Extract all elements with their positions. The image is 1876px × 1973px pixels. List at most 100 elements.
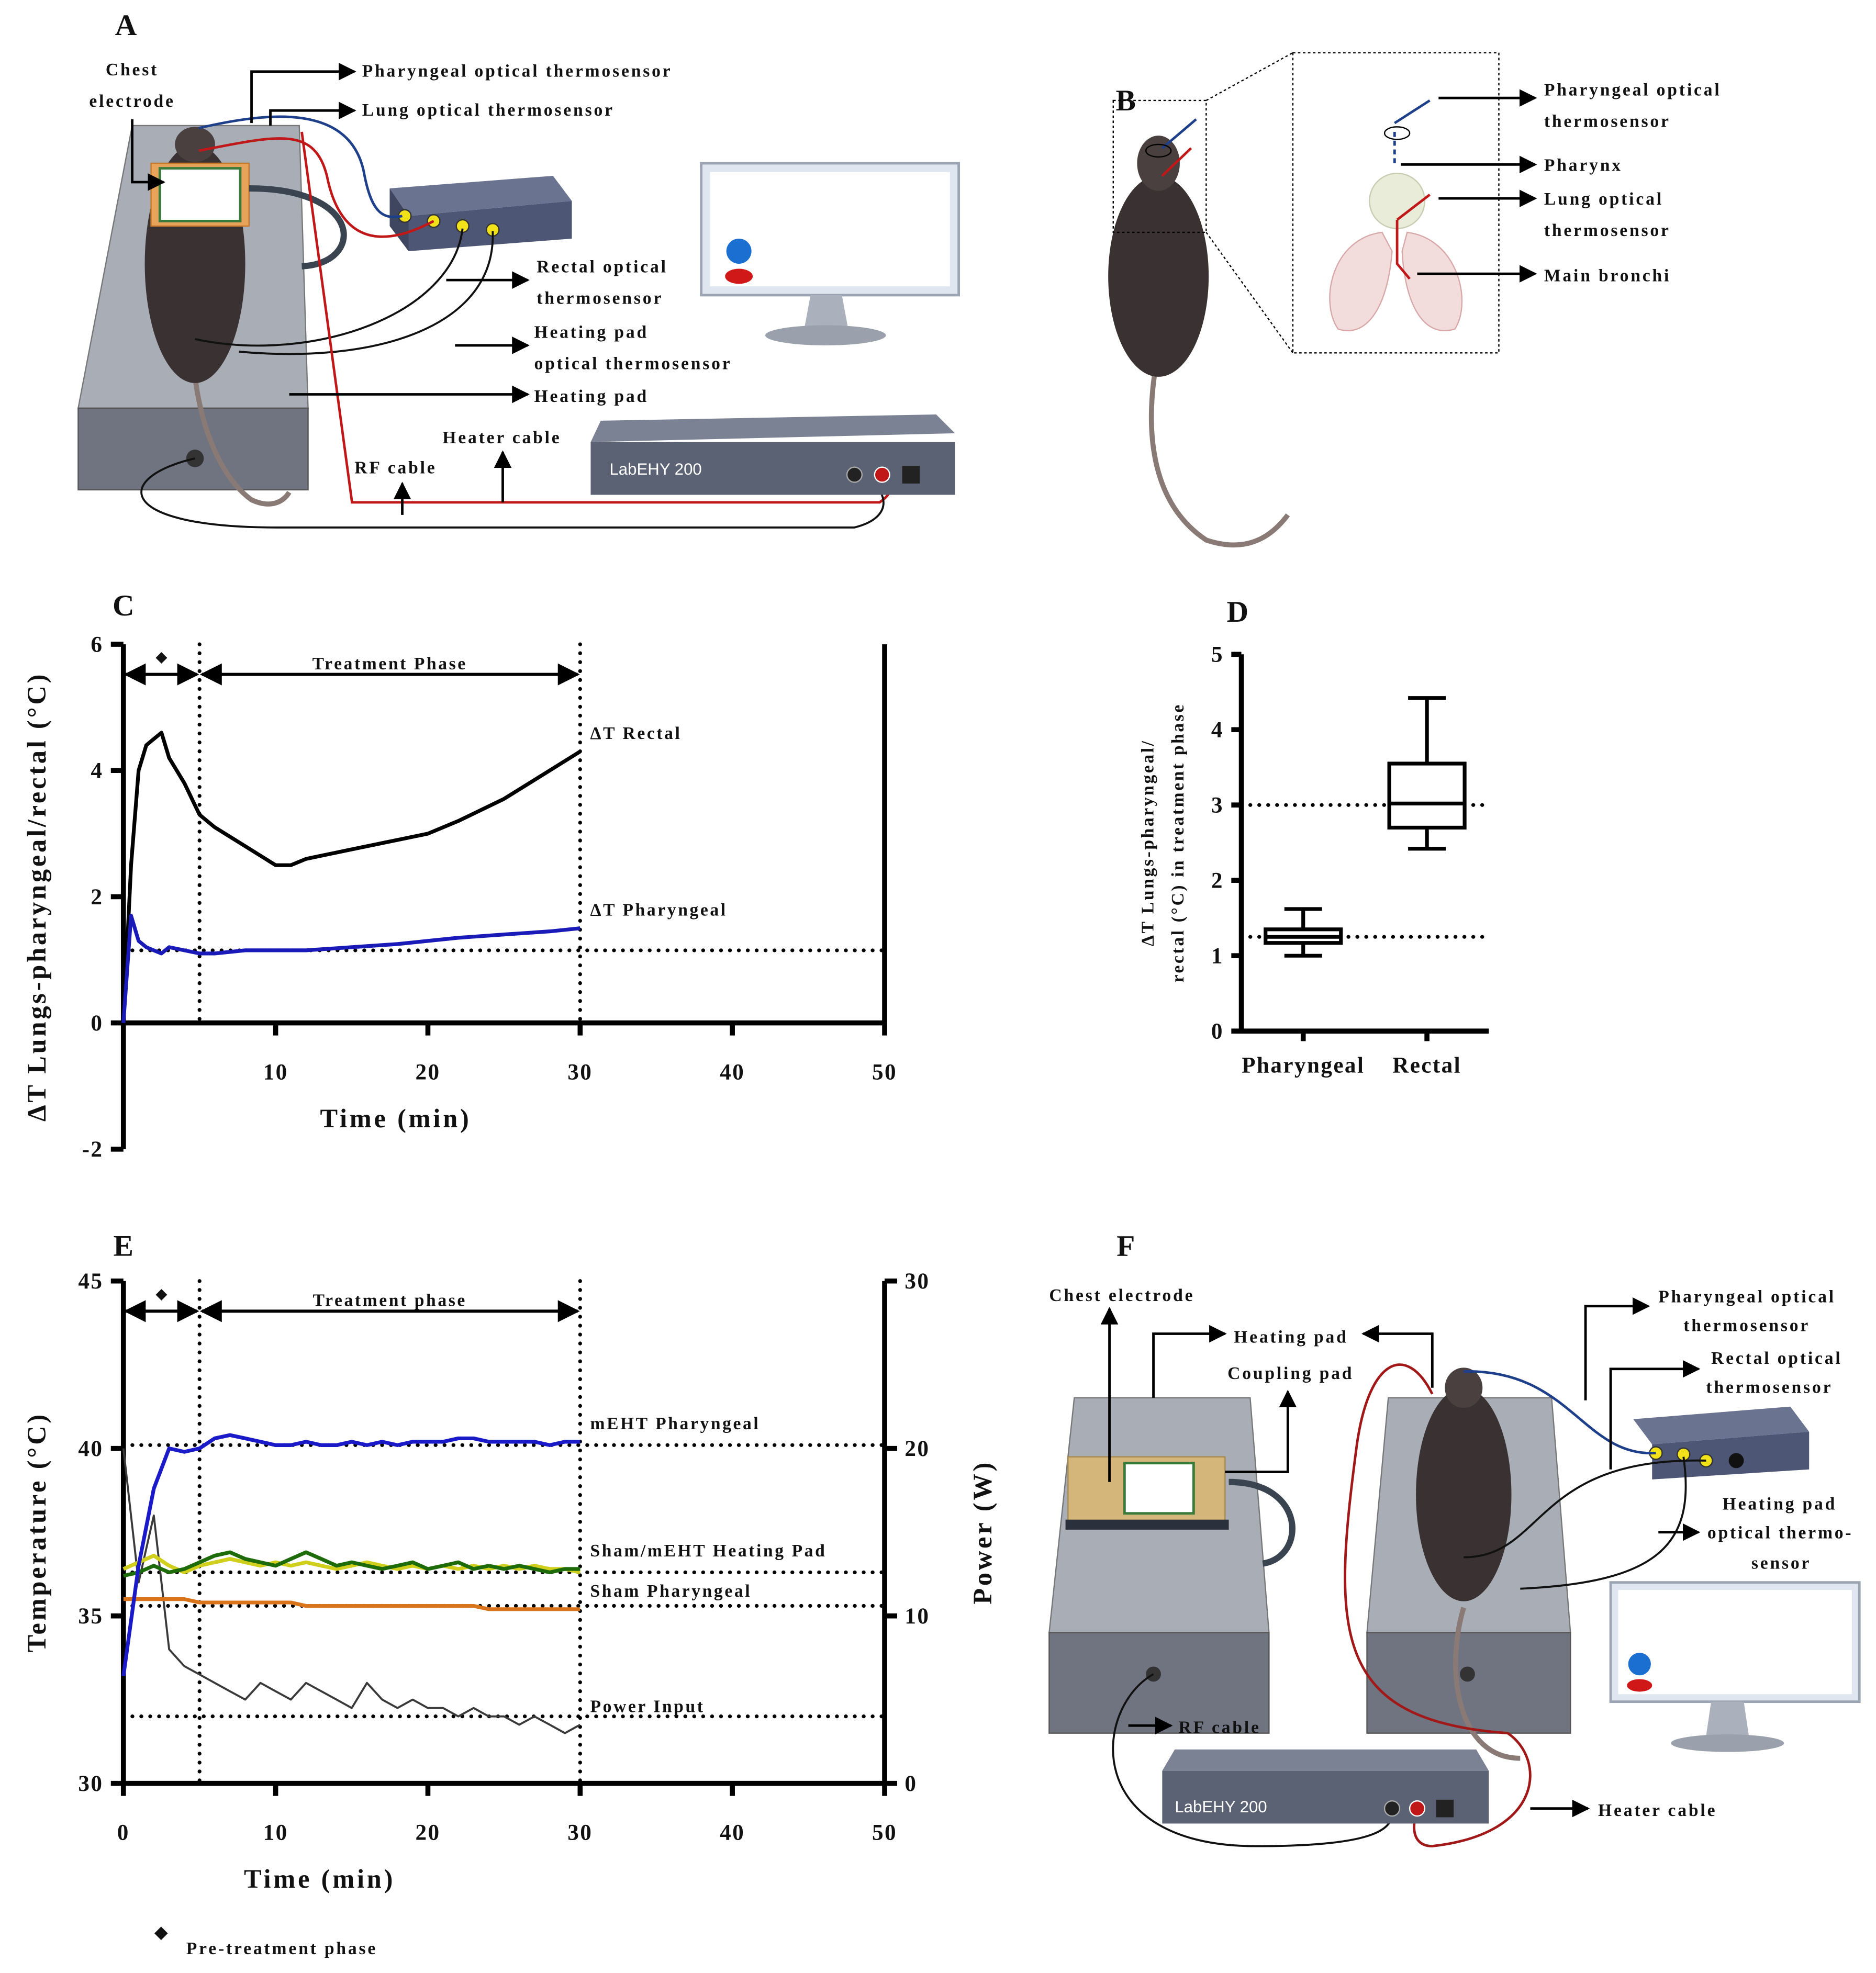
arrow bbox=[1225, 1389, 1297, 1473]
panel-f-illustration bbox=[1048, 1297, 1861, 1848]
panel-b-illustration bbox=[1108, 52, 1537, 548]
monitor-base bbox=[765, 325, 886, 345]
x-tick-label: Rectal bbox=[1392, 1053, 1461, 1078]
label: thermosensor bbox=[1706, 1377, 1833, 1397]
device-label: LabEHY 200 bbox=[1175, 1798, 1267, 1816]
label: optical thermo- bbox=[1707, 1523, 1853, 1543]
mouse-head bbox=[1445, 1367, 1483, 1408]
generator-top bbox=[590, 414, 955, 442]
y-tick-label: 3 bbox=[1211, 793, 1224, 818]
series-label: Sham Pharyngeal bbox=[590, 1582, 752, 1601]
panel-a-illustration: LabEHY 200 bbox=[77, 62, 960, 529]
sensor-box-front bbox=[1652, 1431, 1810, 1479]
label: Pharynx bbox=[1544, 155, 1623, 175]
pharyngeal-fiber bbox=[1394, 99, 1431, 125]
pad-fiber bbox=[239, 231, 494, 355]
label: sensor bbox=[1751, 1553, 1811, 1573]
footnote-symbol: ◆ bbox=[154, 1923, 168, 1942]
y-tick-label: 2 bbox=[1211, 869, 1224, 893]
lung-fiber bbox=[1161, 147, 1192, 177]
y-axis-label: rectal (°C) in treatment phase bbox=[1168, 703, 1188, 982]
label: Heating pad bbox=[534, 323, 649, 342]
label: Heating pad bbox=[1723, 1494, 1837, 1514]
label: Rectal optical bbox=[537, 257, 668, 277]
phase-label: Treatment Phase bbox=[312, 654, 467, 674]
mouse-tail bbox=[1148, 351, 1290, 548]
y-tick-label: 0 bbox=[1211, 1019, 1224, 1044]
y-tick-label: 5 bbox=[1211, 643, 1224, 667]
label: Coupling pad bbox=[1227, 1364, 1354, 1383]
series-label: ΔT Pharyngeal bbox=[590, 901, 728, 920]
left-lung bbox=[1329, 231, 1393, 331]
mouse-tail bbox=[1453, 1607, 1521, 1761]
phase-label: Treatment phase bbox=[313, 1291, 467, 1310]
x-axis-label: Time (min) bbox=[244, 1864, 395, 1893]
monitor-stand bbox=[804, 295, 848, 329]
label: thermosensor bbox=[1544, 111, 1671, 131]
marker-ring bbox=[1383, 126, 1411, 140]
x-tick-label: 20 bbox=[415, 1060, 440, 1085]
panel-label: E bbox=[114, 1230, 133, 1263]
y-tick-label: 35 bbox=[78, 1604, 103, 1629]
stop-button bbox=[1627, 1679, 1652, 1692]
label: Main bronchi bbox=[1544, 266, 1671, 286]
monitor-base bbox=[1671, 1734, 1784, 1752]
monitor-stand bbox=[1706, 1701, 1749, 1736]
label: thermosensor bbox=[1683, 1316, 1810, 1336]
label: Heating pad bbox=[1234, 1327, 1348, 1347]
pre-marker: ◆ bbox=[155, 1285, 168, 1302]
connector bbox=[846, 466, 863, 483]
connector bbox=[1460, 1666, 1475, 1682]
arrow bbox=[1361, 1325, 1434, 1388]
lung-fiber bbox=[198, 137, 434, 238]
series-line bbox=[122, 1550, 580, 1578]
series-label: ΔT Rectal bbox=[590, 724, 682, 743]
y2-tick-label: 10 bbox=[904, 1604, 930, 1629]
y-tick-label: 1 bbox=[1211, 944, 1224, 969]
y2-tick-label: 0 bbox=[904, 1772, 917, 1796]
panel-label: A bbox=[115, 9, 137, 42]
x-tick-label: 30 bbox=[567, 1060, 593, 1085]
label: Pharyngeal optical bbox=[1658, 1287, 1836, 1307]
x-tick-label: 50 bbox=[872, 1821, 897, 1845]
series-line bbox=[121, 731, 582, 1023]
x-tick-label: 40 bbox=[720, 1821, 745, 1845]
series-line bbox=[123, 1597, 580, 1611]
connector bbox=[1409, 1800, 1426, 1817]
panel-label: F bbox=[1116, 1230, 1135, 1263]
pad-base bbox=[1065, 1519, 1229, 1530]
label: Heater cable bbox=[442, 428, 561, 447]
label: Heater cable bbox=[1598, 1801, 1717, 1820]
marker-ring bbox=[1145, 143, 1172, 158]
sensor-box-top bbox=[1633, 1406, 1810, 1444]
rectal-fiber bbox=[195, 228, 464, 347]
label: RF cable bbox=[1179, 1718, 1261, 1737]
series-line bbox=[122, 1553, 581, 1575]
arrow bbox=[269, 102, 356, 126]
x-tick-label: 30 bbox=[567, 1821, 593, 1845]
y2-tick-label: 20 bbox=[904, 1437, 930, 1461]
device-label: LabEHY 200 bbox=[609, 460, 701, 478]
pre-marker: ◆ bbox=[155, 649, 168, 666]
lung-fiber bbox=[1396, 194, 1431, 221]
mouse-head bbox=[175, 127, 215, 162]
heater-cable bbox=[1344, 1363, 1532, 1848]
play-button bbox=[726, 238, 752, 264]
arrow bbox=[1152, 1325, 1227, 1398]
label: Chest electrode bbox=[1049, 1286, 1194, 1305]
x-tick-label: Pharyngeal bbox=[1242, 1053, 1365, 1078]
arrow bbox=[1609, 1360, 1701, 1470]
mouse-body bbox=[1108, 175, 1209, 377]
table-front bbox=[77, 407, 309, 491]
connector bbox=[874, 466, 890, 483]
arrow bbox=[1584, 1297, 1650, 1400]
switch bbox=[902, 466, 920, 484]
chest-electrode bbox=[158, 167, 242, 222]
label: electrode bbox=[89, 92, 175, 111]
electrode-cable bbox=[1229, 1478, 1296, 1567]
label: Heating pad bbox=[534, 387, 649, 406]
table-front bbox=[1048, 1632, 1270, 1734]
series-line bbox=[122, 1448, 581, 1734]
